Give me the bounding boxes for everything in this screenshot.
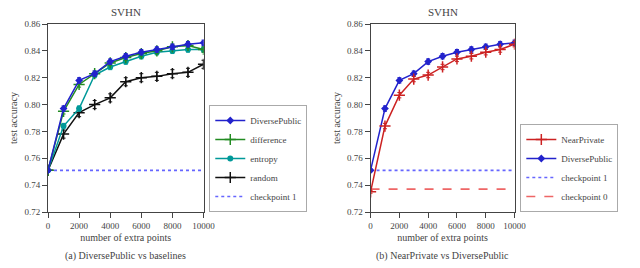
svg-text:0: 0 bbox=[368, 221, 373, 231]
svg-text:0.76: 0.76 bbox=[347, 153, 363, 163]
svg-text:10000: 10000 bbox=[503, 221, 526, 231]
svg-text:0.84: 0.84 bbox=[347, 46, 363, 56]
svg-text:6000: 6000 bbox=[448, 221, 467, 231]
svg-text:0.78: 0.78 bbox=[347, 127, 363, 137]
svg-text:10000: 10000 bbox=[192, 221, 215, 231]
svg-text:SVHN: SVHN bbox=[428, 6, 458, 18]
svg-text:difference: difference bbox=[250, 135, 286, 145]
svg-text:number of extra points: number of extra points bbox=[80, 232, 171, 243]
svg-text:8000: 8000 bbox=[163, 221, 182, 231]
svg-text:NearPrivate: NearPrivate bbox=[561, 135, 604, 145]
svg-text:0.86: 0.86 bbox=[24, 19, 40, 29]
svg-text:0.84: 0.84 bbox=[24, 46, 40, 56]
svg-text:test accuracy: test accuracy bbox=[331, 92, 342, 144]
svg-text:checkpoint 1: checkpoint 1 bbox=[250, 192, 296, 202]
svg-text:0: 0 bbox=[46, 221, 51, 231]
svg-text:0.72: 0.72 bbox=[24, 207, 40, 217]
svg-text:(a) DiversePublic vs baselines: (a) DiversePublic vs baselines bbox=[65, 250, 186, 262]
svg-text:checkpoint 1: checkpoint 1 bbox=[561, 173, 607, 183]
svg-text:0.76: 0.76 bbox=[24, 153, 40, 163]
svg-text:DiversePublic: DiversePublic bbox=[561, 154, 612, 164]
svg-text:2000: 2000 bbox=[70, 221, 89, 231]
svg-text:0.72: 0.72 bbox=[347, 207, 363, 217]
svg-text:0.82: 0.82 bbox=[347, 73, 363, 83]
svg-text:DiversePublic: DiversePublic bbox=[250, 116, 301, 126]
svg-text:entropy: entropy bbox=[250, 154, 278, 164]
svg-text:8000: 8000 bbox=[477, 221, 496, 231]
svg-text:4000: 4000 bbox=[101, 221, 120, 231]
svg-text:(b) NearPrivate vs DiversePubl: (b) NearPrivate vs DiversePublic bbox=[376, 250, 509, 262]
svg-text:number of extra points: number of extra points bbox=[397, 232, 488, 243]
svg-text:0.74: 0.74 bbox=[24, 180, 40, 190]
svg-text:random: random bbox=[250, 173, 278, 183]
svg-text:0.86: 0.86 bbox=[347, 19, 363, 29]
svg-text:SVHN: SVHN bbox=[111, 6, 141, 18]
svg-text:4000: 4000 bbox=[419, 221, 438, 231]
svg-text:0.78: 0.78 bbox=[24, 127, 40, 137]
svg-text:2000: 2000 bbox=[390, 221, 409, 231]
svg-text:0.80: 0.80 bbox=[24, 100, 40, 110]
svg-text:test accuracy: test accuracy bbox=[8, 92, 19, 144]
svg-text:6000: 6000 bbox=[132, 221, 151, 231]
svg-text:0.74: 0.74 bbox=[347, 180, 363, 190]
svg-text:checkpoint 0: checkpoint 0 bbox=[561, 192, 608, 202]
svg-text:0.82: 0.82 bbox=[24, 73, 40, 83]
svg-text:0.80: 0.80 bbox=[347, 100, 363, 110]
